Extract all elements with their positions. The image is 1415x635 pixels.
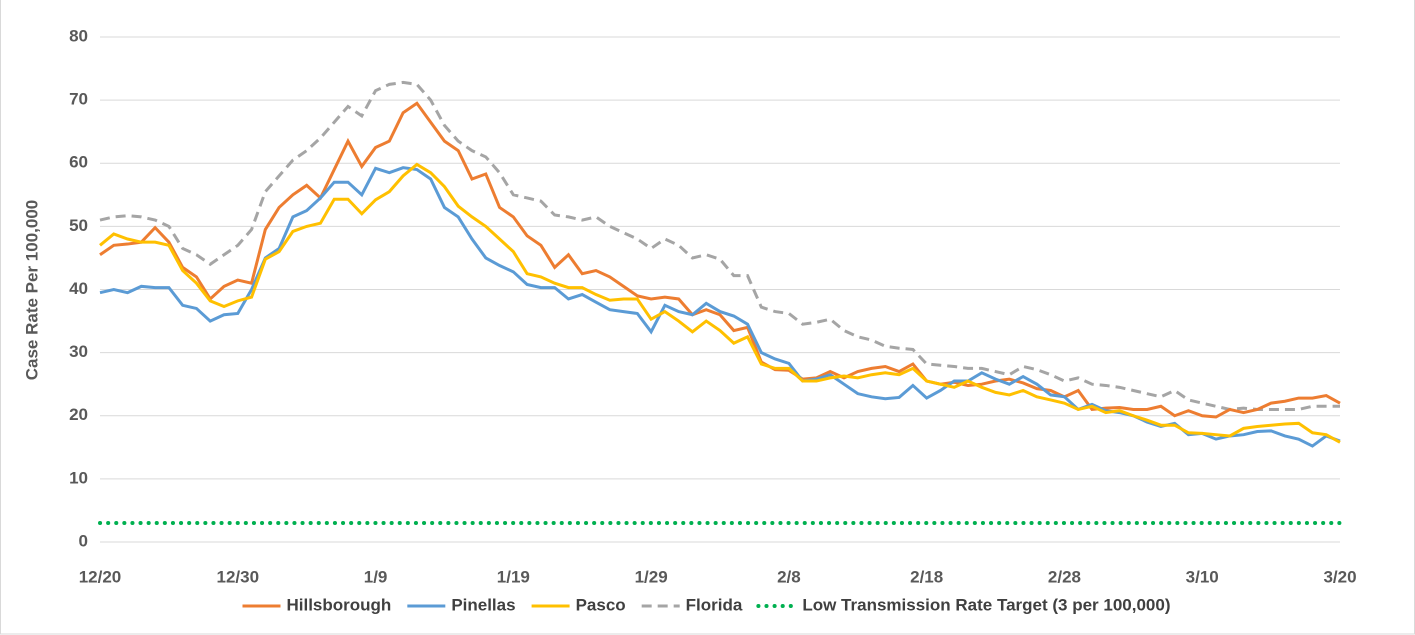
y-axis-label: Case Rate Per 100,000 bbox=[22, 200, 41, 381]
y-tick-label: 80 bbox=[69, 26, 88, 45]
y-tick-label: 70 bbox=[69, 90, 88, 109]
legend-item: Pasco bbox=[531, 595, 626, 614]
legend-label: Hillsborough bbox=[286, 595, 391, 614]
series-line bbox=[99, 162, 1341, 444]
x-tick-label: 12/20 bbox=[79, 567, 122, 586]
x-tick-label: 2/28 bbox=[1048, 567, 1081, 586]
y-tick-label: 20 bbox=[69, 405, 88, 424]
y-tick-label: 40 bbox=[69, 279, 88, 298]
x-tick-label: 2/18 bbox=[910, 567, 943, 586]
x-tick-label: 1/19 bbox=[497, 567, 530, 586]
y-tick-label: 60 bbox=[69, 153, 88, 172]
legend-item: Florida bbox=[641, 595, 743, 614]
x-tick-label: 1/9 bbox=[364, 567, 388, 586]
series-line bbox=[99, 101, 1341, 419]
legend-item: Low Transmission Rate Target (3 per 100,… bbox=[756, 595, 1171, 614]
x-tick-label: 3/20 bbox=[1323, 567, 1356, 586]
series-line bbox=[99, 80, 1340, 411]
x-tick-label: 3/10 bbox=[1186, 567, 1219, 586]
x-tick-label: 2/8 bbox=[777, 567, 801, 586]
legend-item: Pinellas bbox=[407, 595, 516, 614]
x-tick-label: 1/29 bbox=[635, 567, 668, 586]
legend-label: Low Transmission Rate Target (3 per 100,… bbox=[802, 595, 1170, 614]
series-line bbox=[99, 166, 1341, 448]
x-tick-label: 12/30 bbox=[217, 567, 260, 586]
legend-item: Hillsborough bbox=[242, 595, 391, 614]
legend-label: Florida bbox=[686, 595, 743, 614]
y-tick-label: 50 bbox=[69, 216, 88, 235]
y-tick-label: 0 bbox=[79, 531, 88, 550]
y-tick-label: 10 bbox=[69, 468, 88, 487]
legend-label: Pasco bbox=[576, 595, 626, 614]
legend-label: Pinellas bbox=[451, 595, 515, 614]
y-tick-label: 30 bbox=[69, 342, 88, 361]
